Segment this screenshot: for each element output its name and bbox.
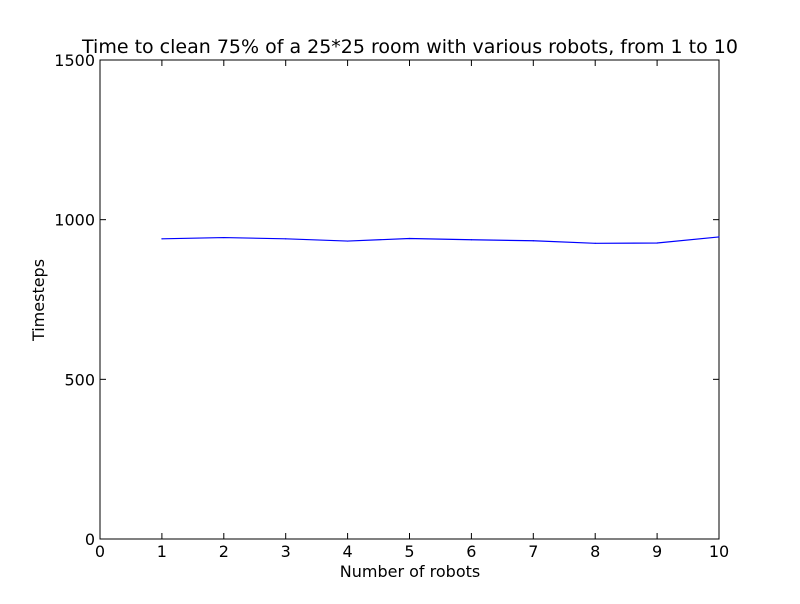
x-axis-label: Number of robots [340,562,480,581]
y-tick-label: 1000 [54,211,95,230]
x-tick-label: 9 [652,542,662,561]
y-tick-label: 500 [64,370,95,389]
y-axis-label: Timesteps [29,259,48,342]
data-point [347,240,349,242]
x-tick-label: 3 [281,542,291,561]
x-axis-ticks: 0 1 2 3 4 5 6 7 8 9 10 [95,60,729,561]
y-tick-label: 1500 [54,51,95,70]
x-tick-label: 2 [219,542,229,561]
data-point [656,242,658,244]
data-point [594,242,596,244]
x-tick-label: 5 [404,542,414,561]
x-tick-label: 8 [590,542,600,561]
data-point [223,236,225,239]
data-point [161,238,163,240]
x-tick-label: 7 [528,542,538,561]
x-tick-label: 6 [466,542,476,561]
series-line [161,236,720,244]
chart-title: Time to clean 75% of a 25*25 room with v… [81,36,738,58]
x-tick-label: 4 [343,542,353,561]
series-layer [161,236,720,244]
x-tick-label: 1 [157,542,167,561]
x-tick-label: 10 [709,542,729,561]
data-point [470,239,472,241]
y-axis-ticks: 0 500 1000 1500 [54,51,719,549]
data-point [532,240,534,242]
data-point [718,236,720,238]
data-point [285,238,287,240]
plot-frame [99,59,720,540]
data-point [408,237,411,240]
y-tick-label: 0 [85,530,95,549]
x-tick-label: 0 [95,542,105,561]
